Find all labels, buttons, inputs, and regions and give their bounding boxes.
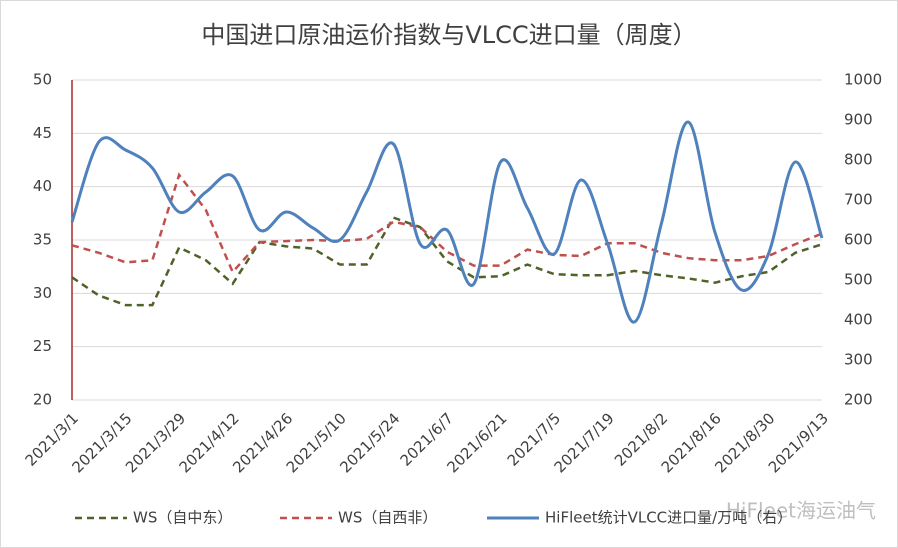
legend-label: HiFleet统计VLCC进口量/万吨（右） — [545, 509, 792, 527]
y-tick-label: 30 — [33, 284, 52, 302]
legend-label: WS（自中东） — [133, 509, 232, 527]
y-tick-label: 45 — [33, 124, 52, 142]
watermark: HiFleet海运油气 — [726, 499, 876, 523]
series-line — [70, 120, 824, 324]
y-tick-label: 35 — [33, 231, 52, 249]
y-tick-label: 40 — [33, 177, 52, 195]
y2-tick-label: 800 — [844, 151, 873, 169]
y-tick-label: 25 — [33, 337, 52, 355]
y-tick-label: 20 — [33, 391, 52, 409]
y2-tick-label: 900 — [844, 111, 873, 129]
chart-title: 中国进口原油运价指数与VLCC进口量（周度） — [201, 21, 696, 49]
y2-tick-label: 600 — [844, 231, 873, 249]
y-tick-label: 50 — [33, 71, 52, 89]
y2-tick-label: 200 — [844, 391, 873, 409]
y2-tick-label: 400 — [844, 311, 873, 329]
y2-tick-label: 700 — [844, 191, 873, 209]
series-line — [71, 216, 823, 307]
y2-tick-label: 500 — [844, 271, 873, 289]
y2-tick-label: 300 — [844, 351, 873, 369]
y2-tick-label: 1000 — [844, 71, 882, 89]
legend-label: WS（自西非） — [338, 509, 437, 527]
